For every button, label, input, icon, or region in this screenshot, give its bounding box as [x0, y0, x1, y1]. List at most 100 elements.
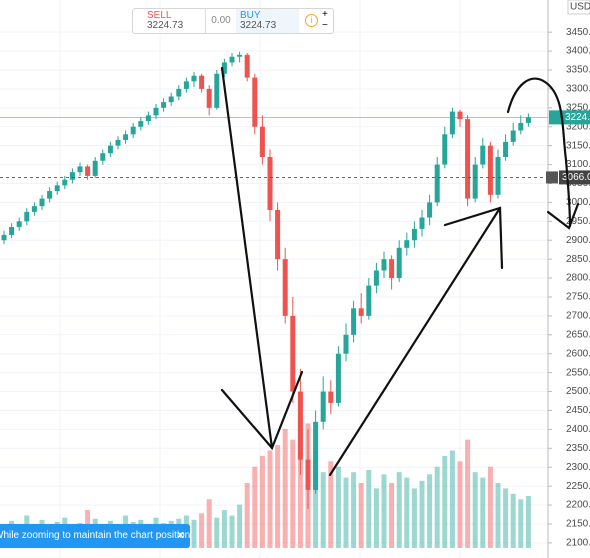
candle-body	[290, 315, 296, 392]
volume-bar	[214, 517, 220, 548]
y-tick-label: 2450.00	[566, 405, 590, 416]
plus-button[interactable]: +	[322, 9, 328, 20]
candle-body	[297, 391, 303, 460]
crosshair-button	[546, 171, 558, 184]
candle-body	[69, 172, 75, 180]
candle-body	[411, 228, 417, 241]
candle-body	[510, 130, 516, 142]
candle-body	[9, 226, 15, 235]
buy-bg	[236, 9, 299, 33]
volume-bar	[343, 477, 349, 548]
minus-button[interactable]: −	[322, 20, 328, 31]
candle-body	[85, 166, 91, 176]
volume-bar	[206, 499, 212, 548]
candle-body	[1, 234, 7, 241]
spread: 0.00	[205, 9, 237, 33]
candle-body	[282, 259, 288, 316]
volume-bar	[465, 439, 471, 548]
candle-body	[495, 156, 501, 195]
y-tick-label: 2550.00	[566, 367, 590, 378]
y-tick-label: 3150.00	[566, 140, 590, 151]
volume-bar	[252, 466, 258, 548]
volume-bar	[381, 474, 387, 548]
candle-body	[427, 202, 433, 218]
volume-bar	[351, 472, 357, 548]
candle-body	[16, 221, 22, 227]
toast-close[interactable]: ✕	[176, 530, 186, 542]
y-tick-label: 2250.00	[566, 481, 590, 492]
volume-bar	[320, 472, 326, 548]
volume-bar	[373, 488, 379, 548]
y-tick-label: 2850.00	[566, 254, 590, 265]
candle-body	[168, 96, 174, 103]
candle-body	[472, 164, 478, 199]
candle-body	[343, 334, 349, 354]
volume-bar	[518, 499, 524, 548]
y-tick-label: 2600.00	[566, 348, 590, 359]
volume-bar	[442, 455, 448, 548]
volume-bar	[525, 496, 531, 548]
buy-price[interactable]: 3224.73	[240, 20, 277, 31]
candle-body	[419, 217, 425, 229]
candle-body	[503, 141, 509, 157]
candle-body	[107, 145, 113, 154]
volume-bar	[358, 483, 364, 548]
y-tick-label: 2100.00	[566, 538, 590, 549]
volume-bar	[335, 466, 341, 548]
candle-body	[183, 81, 189, 89]
volume-bar	[404, 477, 410, 548]
y-tick-label: 3200.00	[566, 121, 590, 132]
buy-label[interactable]: BUY	[240, 10, 261, 21]
volume-bar	[495, 483, 501, 548]
candle-body	[130, 126, 136, 135]
candle-body	[206, 88, 212, 108]
candle-body	[328, 391, 334, 403]
volume-bar	[389, 483, 395, 548]
candle-body	[62, 179, 68, 186]
candle-body	[267, 156, 273, 210]
info-icon[interactable]: i	[305, 14, 318, 27]
candle-body	[100, 153, 106, 161]
sell-price[interactable]: 3224.73	[147, 20, 184, 31]
candle-body	[92, 160, 98, 176]
arrow-head	[443, 206, 504, 270]
drawn-curve	[506, 77, 572, 228]
y-tick-label: 3300.00	[566, 84, 590, 95]
volume-bar	[472, 472, 478, 548]
candle-body	[115, 139, 121, 146]
candle-body	[39, 198, 45, 207]
candle-body	[525, 117, 531, 123]
volume-bar	[419, 480, 425, 548]
candle-body	[221, 62, 227, 74]
sell-label[interactable]: SELL	[147, 10, 172, 21]
volume-bar	[237, 504, 243, 548]
volume-bar	[275, 445, 281, 548]
volume-bar	[313, 450, 319, 548]
y-tick-label: 2700.00	[566, 311, 590, 322]
volume-bar	[487, 466, 493, 548]
order-panel: SELL 3224.73 0.00 BUY 3224.73 i + −	[132, 8, 334, 34]
candle-body	[252, 77, 258, 127]
volume-bar	[282, 428, 288, 548]
candle-body	[335, 353, 341, 403]
candle-body	[389, 259, 395, 279]
y-tick-label: 2200.00	[566, 500, 590, 511]
candle-body	[313, 421, 319, 490]
y-tick-label: 2500.00	[566, 386, 590, 397]
candle-body	[373, 270, 379, 286]
candle-body	[244, 54, 250, 78]
candle-body	[434, 164, 440, 203]
y-tick-label: 3350.00	[566, 65, 590, 76]
y-tick-label: 2150.00	[566, 519, 590, 530]
candle-body	[77, 166, 83, 173]
volume-bar	[297, 418, 303, 548]
volume-bar	[366, 470, 372, 548]
arrow-head	[546, 202, 580, 230]
candle-body	[449, 111, 455, 135]
candle-body	[487, 145, 493, 195]
candle-body	[275, 209, 281, 260]
drawn-arrow	[220, 66, 274, 450]
y-tick-label: 2350.00	[566, 443, 590, 454]
